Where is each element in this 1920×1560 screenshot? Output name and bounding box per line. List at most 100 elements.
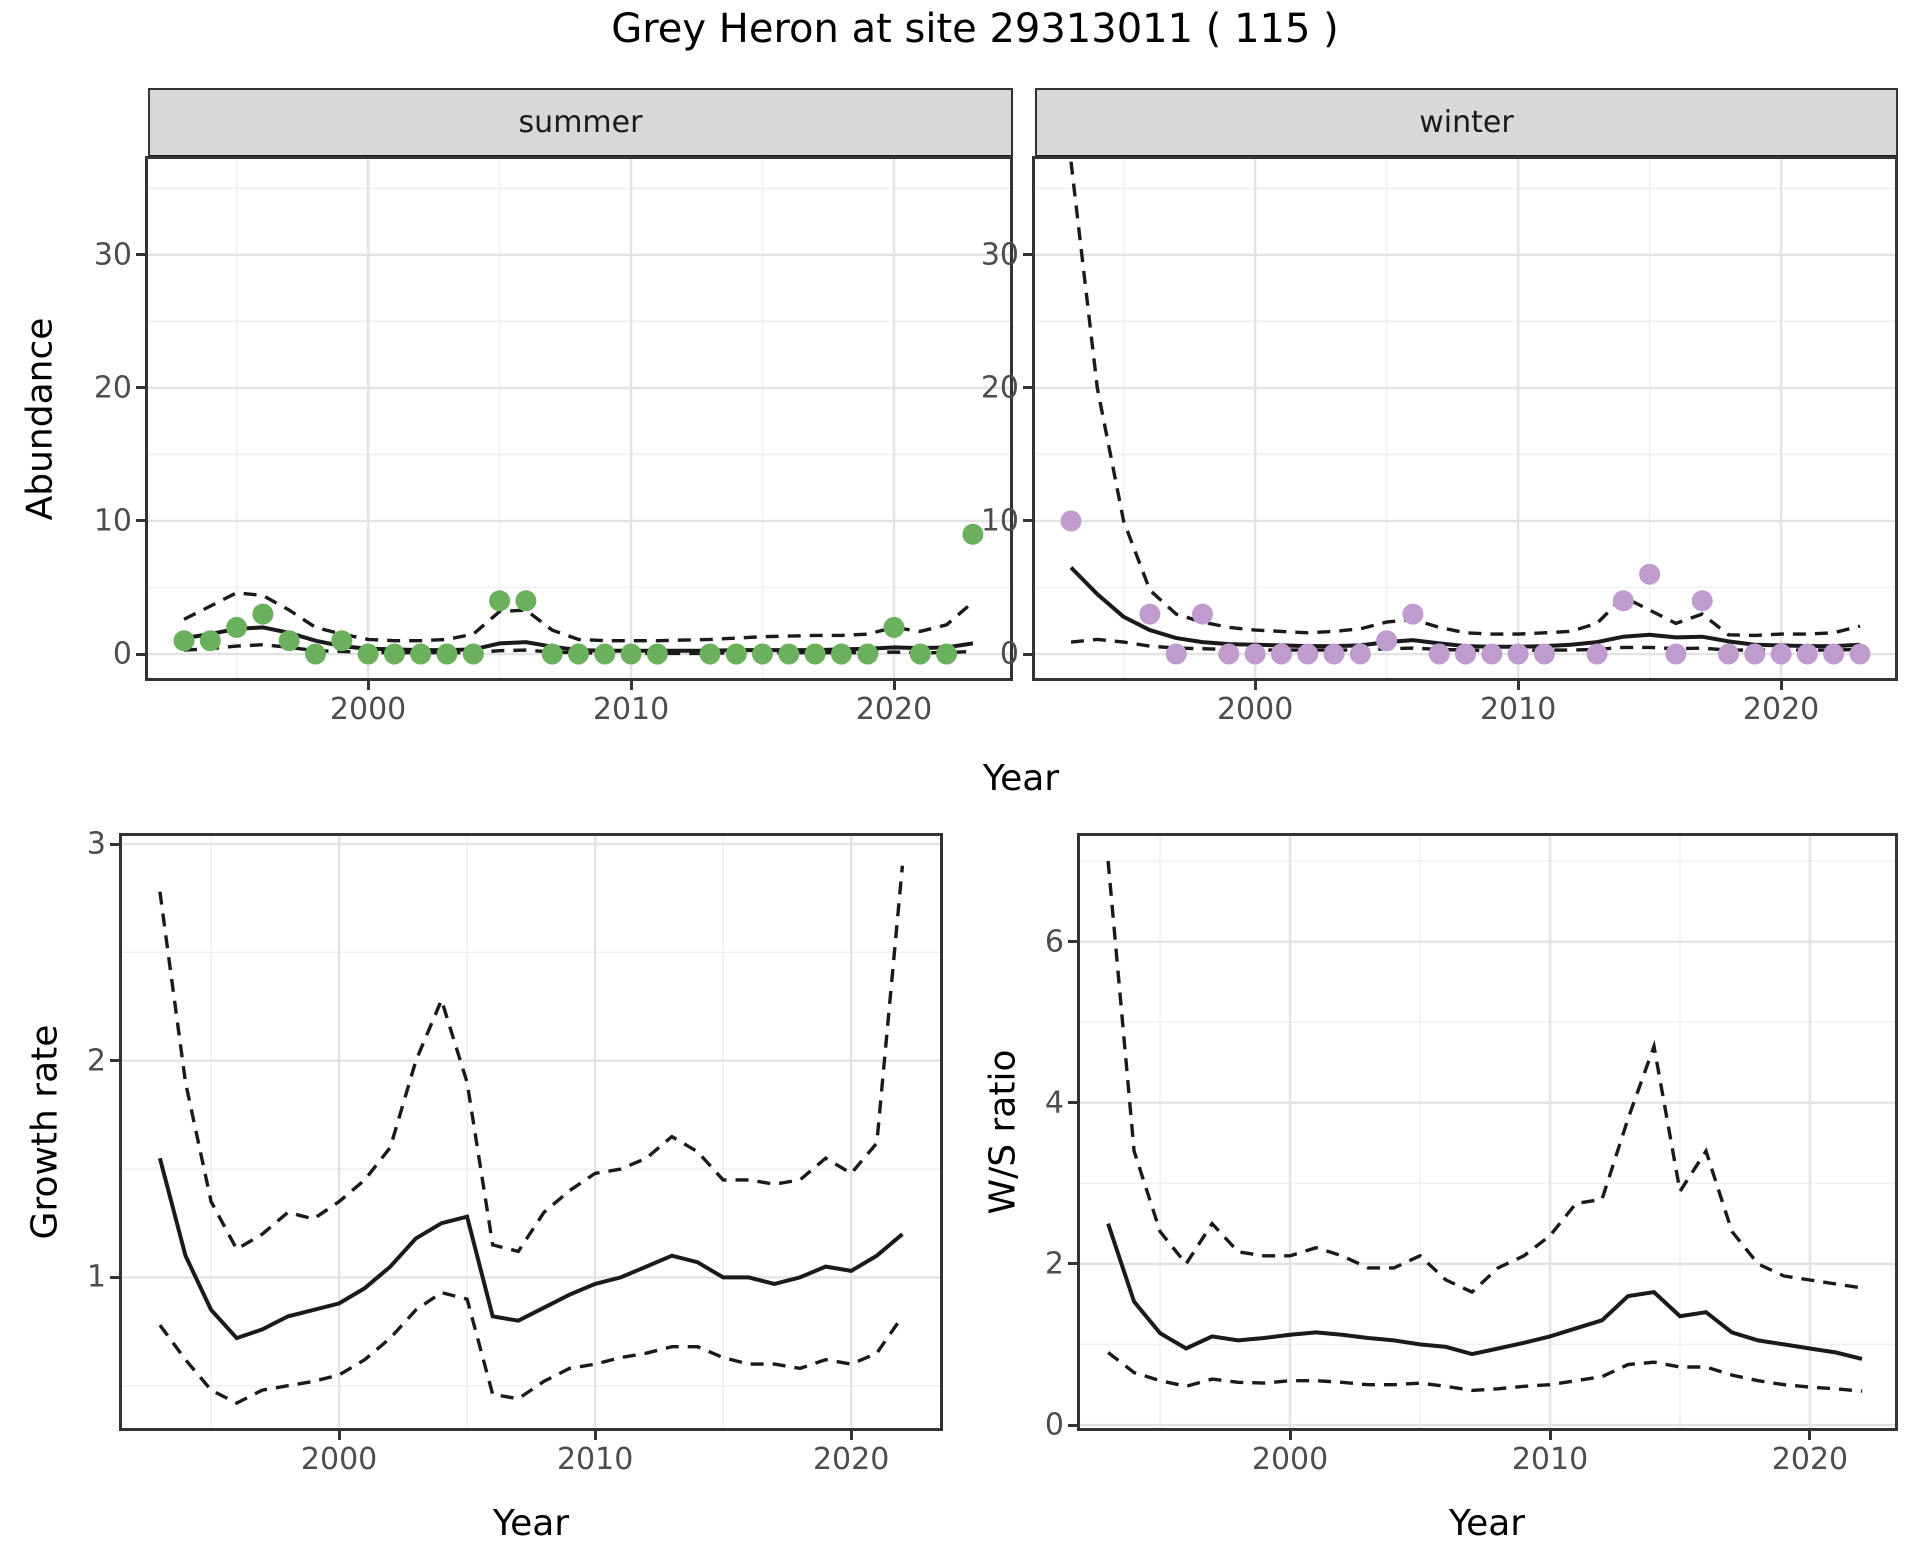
series-upper-line	[158, 865, 905, 1254]
y-tick-label: 3	[86, 826, 106, 862]
observed-point	[725, 643, 747, 665]
observed-point	[804, 643, 826, 665]
observed-point	[515, 590, 537, 612]
observed-point	[646, 643, 668, 665]
x-tick-mark	[892, 681, 896, 690]
observed-point	[357, 643, 379, 665]
y-axis-title-abundance: Abundance	[19, 317, 61, 521]
observed-point	[173, 630, 195, 652]
observed-point	[594, 643, 616, 665]
x-tick-mark	[1288, 1431, 1292, 1440]
x-tick-label: 2000	[1216, 692, 1294, 727]
observed-point	[305, 643, 326, 665]
x-tick-label: 2010	[592, 692, 670, 727]
observed-point	[568, 643, 589, 665]
observed-point	[1718, 643, 1739, 665]
observed-point	[1349, 643, 1371, 665]
y-tick-label: 0	[112, 636, 132, 672]
observed-point	[883, 616, 905, 638]
y-tick-mark	[1068, 1423, 1077, 1427]
x-tick-mark	[593, 1431, 597, 1440]
observed-point	[1507, 643, 1529, 665]
observed-point	[489, 590, 511, 612]
observed-point	[1796, 643, 1818, 665]
panel-abundance-winter	[1032, 156, 1898, 681]
observed-point	[226, 616, 248, 638]
observed-point	[199, 630, 221, 652]
observed-point	[278, 630, 300, 652]
y-tick-mark	[110, 842, 119, 846]
x-tick-label: 2020	[855, 692, 933, 727]
observed-point	[1691, 590, 1713, 612]
observed-point	[252, 603, 274, 625]
y-tick-mark	[1023, 652, 1032, 656]
observed-point	[1533, 643, 1555, 665]
x-tick-label: 2020	[1742, 692, 1820, 727]
y-tick-label: 10	[980, 503, 1019, 539]
x-axis-title-year-top: Year	[982, 758, 1060, 799]
observed-point	[1270, 643, 1292, 665]
y-tick-label: 0	[1044, 1407, 1064, 1443]
observed-point	[1218, 643, 1240, 665]
observed-point	[1376, 630, 1398, 652]
observed-point	[1428, 643, 1450, 665]
observed-point	[936, 643, 958, 665]
x-tick-mark	[629, 681, 633, 690]
y-axis-title-ws-ratio: W/S ratio	[982, 1049, 1024, 1215]
y-tick-mark	[1068, 940, 1077, 944]
observed-point	[1323, 643, 1345, 665]
panel-svg	[122, 836, 940, 1428]
panel-svg	[1080, 836, 1895, 1428]
observed-point	[1849, 643, 1871, 665]
observed-point	[752, 643, 773, 665]
x-axis-title-year-bottom-right: Year	[1448, 1503, 1526, 1544]
observed-point	[778, 643, 800, 665]
x-tick-mark	[849, 1431, 853, 1440]
x-tick-mark	[1808, 1431, 1812, 1440]
observed-point	[1770, 643, 1792, 665]
x-tick-label: 2010	[1511, 1442, 1589, 1477]
x-tick-mark	[1779, 681, 1783, 690]
observed-point	[1586, 643, 1608, 665]
y-tick-mark	[110, 1275, 119, 1279]
x-tick-mark	[1253, 681, 1257, 690]
observed-point	[1823, 643, 1845, 665]
observed-point	[909, 643, 931, 665]
y-tick-label: 20	[93, 370, 132, 406]
x-tick-label: 2000	[300, 1442, 378, 1477]
facet-strip-summer-label: summer	[518, 105, 643, 140]
observed-point	[462, 643, 484, 665]
series-upper-line	[1069, 161, 1861, 638]
observed-point	[1402, 603, 1424, 625]
y-tick-mark	[1068, 1262, 1077, 1266]
y-tick-label: 6	[1044, 924, 1064, 960]
x-tick-label: 2020	[812, 1442, 890, 1477]
observed-point	[699, 643, 721, 665]
series-fit-line	[157, 1157, 904, 1341]
series-fit-line	[1106, 1222, 1863, 1361]
y-tick-mark	[136, 386, 145, 390]
observed-point	[541, 643, 563, 665]
observed-point	[1612, 590, 1634, 612]
panel-svg	[1035, 159, 1895, 678]
y-tick-mark	[1023, 386, 1032, 390]
y-tick-mark	[136, 253, 145, 257]
y-tick-label: 4	[1044, 1085, 1064, 1121]
observed-point	[383, 643, 405, 665]
observed-point	[331, 630, 353, 652]
observed-point	[436, 643, 458, 665]
observed-point	[1639, 563, 1661, 585]
y-tick-label: 2	[86, 1043, 106, 1079]
panel-growth-rate	[119, 833, 943, 1431]
panel-ws-ratio	[1077, 833, 1898, 1431]
y-tick-label: 10	[93, 503, 132, 539]
series-upper-line	[1106, 860, 1863, 1295]
series-lower-line	[158, 1290, 904, 1406]
series-lower-line	[1107, 1351, 1863, 1393]
observed-point	[830, 643, 852, 665]
y-tick-mark	[136, 519, 145, 523]
observed-point	[1744, 643, 1766, 665]
observed-point	[620, 643, 642, 665]
observed-point	[857, 643, 879, 665]
